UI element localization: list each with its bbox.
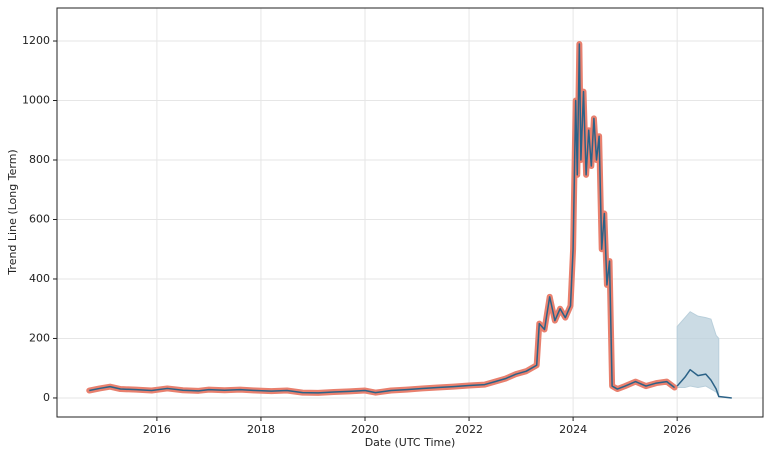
y-axis-label: Trend Line (Long Term) <box>6 149 19 275</box>
y-tick-label: 800 <box>29 153 50 166</box>
x-tick-label: 2018 <box>247 423 275 436</box>
y-tick-label: 1000 <box>22 94 50 107</box>
y-tick-label: 600 <box>29 212 50 225</box>
plot-frame <box>56 7 764 418</box>
line-outline <box>86 40 678 396</box>
y-tick-label: 0 <box>43 391 50 404</box>
x-tick-label: 2026 <box>663 423 691 436</box>
x-tick-label: 2020 <box>351 423 379 436</box>
line <box>89 43 676 394</box>
x-tick-label: 2022 <box>455 423 483 436</box>
y-tick-label: 400 <box>29 272 50 285</box>
x-axis-label: Date (UTC Time) <box>365 436 456 449</box>
y-tick-label: 200 <box>29 331 50 344</box>
line <box>676 368 732 399</box>
y-tick-label: 1200 <box>22 34 50 47</box>
x-tick-label: 2016 <box>143 423 171 436</box>
x-tick-label: 2024 <box>559 423 587 436</box>
